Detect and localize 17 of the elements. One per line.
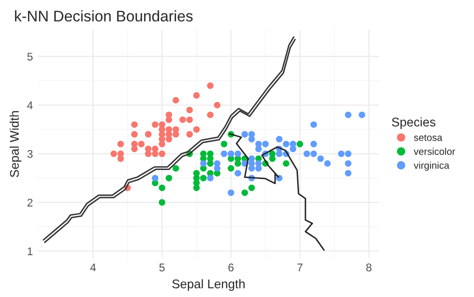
y-tick-label: 4	[27, 102, 33, 110]
legend-title: Species	[392, 117, 436, 129]
y-tick-label: 3	[27, 150, 33, 158]
y-axis-title: Sepal Width	[10, 111, 22, 178]
x-tick-label: 8	[366, 264, 372, 272]
legend-label: setosa	[414, 134, 442, 141]
x-tick-label: 6	[228, 264, 234, 272]
x-tick-label: 5	[159, 264, 165, 272]
y-tick-label: 5	[27, 52, 33, 61]
legend-label: versicolor	[414, 148, 456, 155]
y-tick-label: 2	[27, 198, 32, 206]
y-tick-label: 1	[28, 247, 33, 256]
x-tick-label: 4	[90, 264, 96, 272]
x-tick-label: 7	[297, 264, 302, 272]
legend-label: virginica	[414, 162, 450, 171]
chart-title: k-NN Decision Boundaries	[15, 10, 193, 22]
x-axis-title: Sepal Length	[172, 279, 245, 291]
